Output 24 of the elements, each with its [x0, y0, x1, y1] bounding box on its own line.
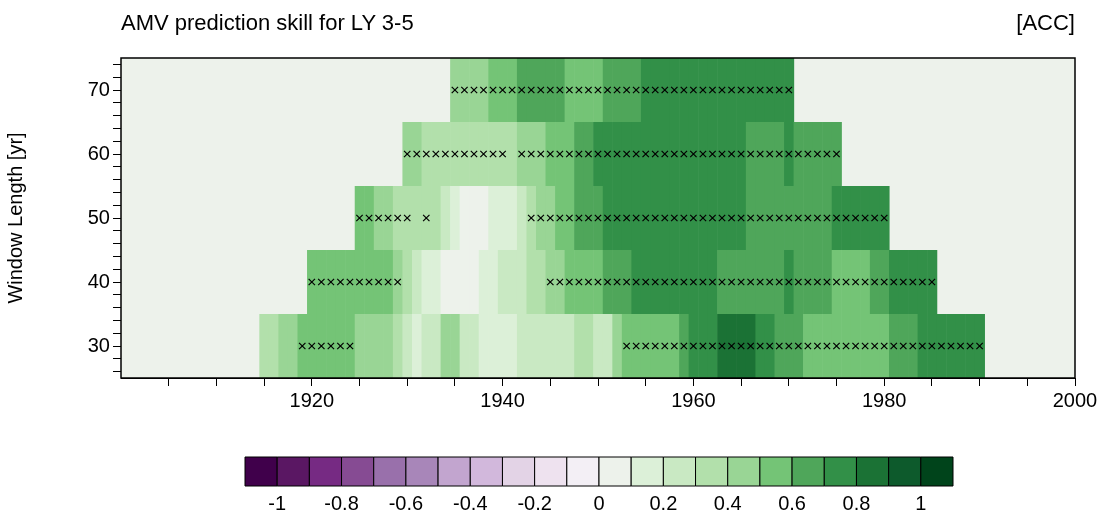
color-bar-title: [ACC] — [1016, 10, 1075, 35]
chart-title: AMV prediction skill for LY 3-5 — [121, 10, 414, 35]
x-tick-label: 1920 — [289, 388, 335, 411]
color-bar-label: 0.2 — [649, 491, 678, 514]
color-bar-label: -1 — [268, 491, 287, 514]
color-bar-label: -0.2 — [517, 491, 552, 514]
y-axis-title: Window Length [yr] — [3, 132, 26, 304]
color-bar-label: -0.8 — [324, 491, 359, 514]
x-tick-label: 2000 — [1052, 388, 1098, 411]
color-bar-label: 1 — [915, 491, 927, 514]
y-tick-label: 40 — [87, 269, 110, 292]
color-bar-label: 0.8 — [842, 491, 871, 514]
y-tick-label: 30 — [87, 333, 110, 356]
color-bar-label: 0.4 — [713, 491, 742, 514]
color-bar-label: 0.6 — [778, 491, 806, 514]
x-tick-label: 1940 — [480, 388, 525, 411]
color-bar-label: -0.6 — [388, 491, 424, 514]
x-tick-label: 1980 — [861, 388, 907, 411]
y-tick-label: 60 — [87, 141, 110, 164]
color-bar-label: 0 — [593, 491, 605, 514]
x-tick-label: 1960 — [671, 388, 716, 411]
y-tick-label: 70 — [87, 77, 110, 100]
color-bar-label: -0.4 — [453, 491, 488, 514]
y-tick-label: 50 — [87, 205, 110, 228]
